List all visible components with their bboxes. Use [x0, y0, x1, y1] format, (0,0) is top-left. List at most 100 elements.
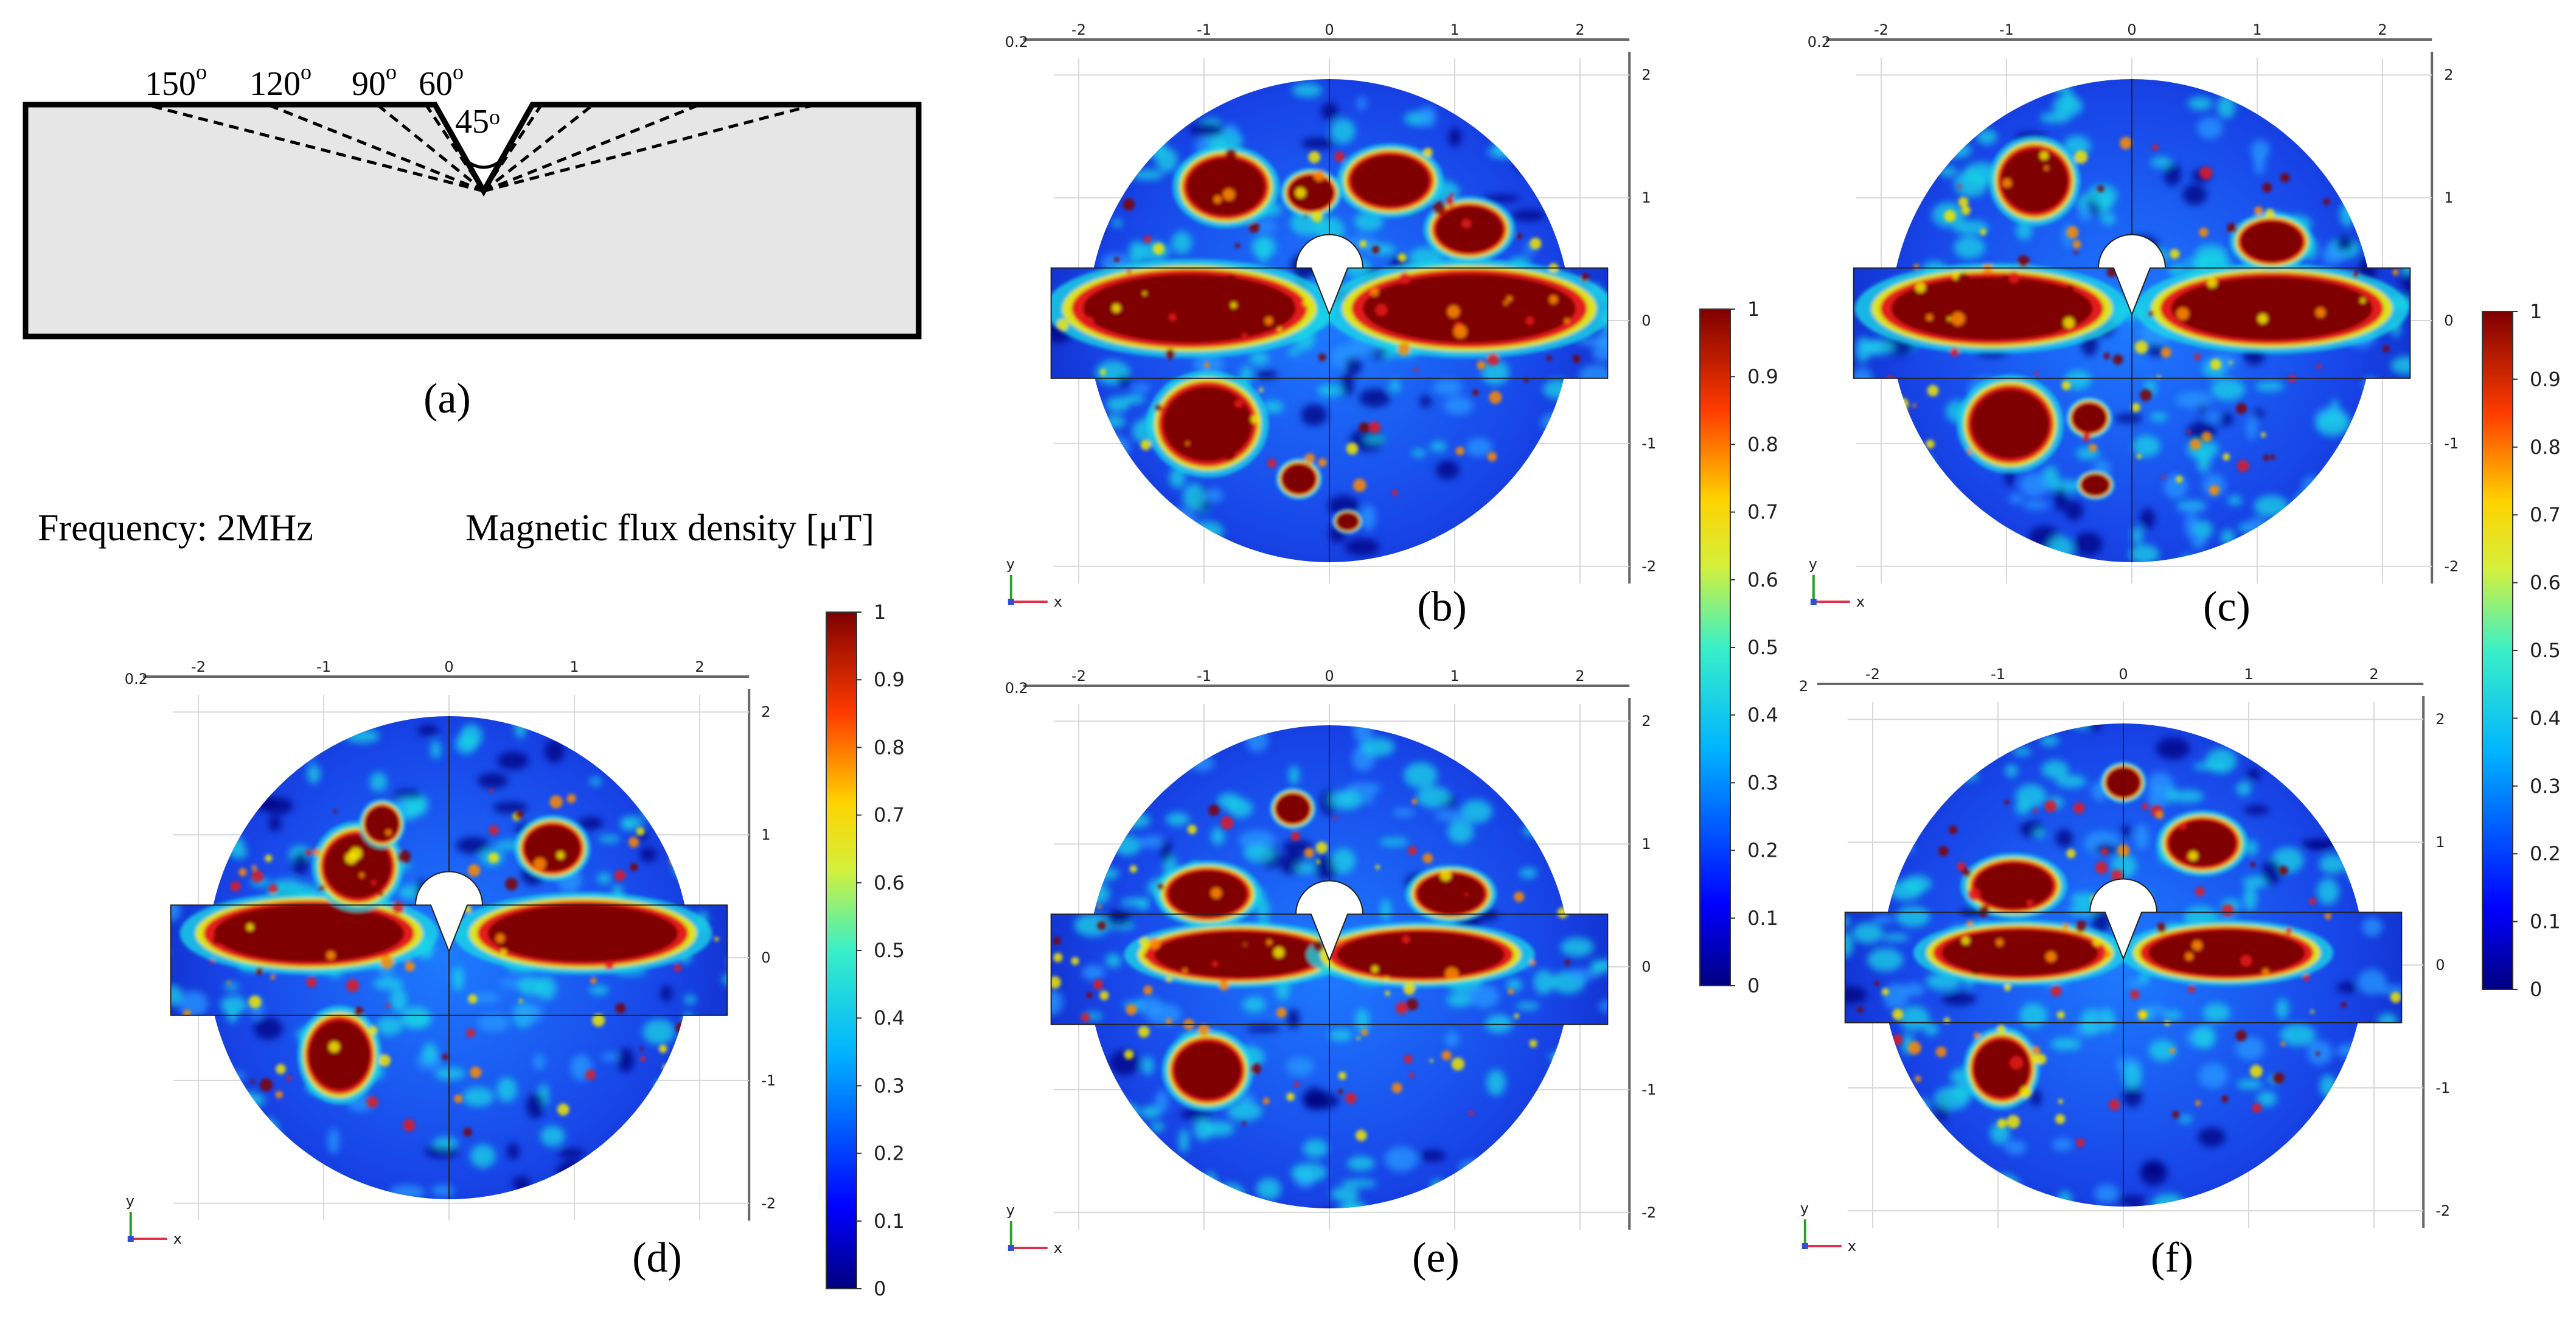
colorbar-tick-label: 0.7 — [874, 804, 905, 827]
x-tick-label: 1 — [1450, 21, 1459, 38]
x-tick-label: 1 — [1450, 667, 1459, 685]
field-hotspots — [179, 788, 719, 1137]
field-map — [1051, 79, 1608, 562]
notch-cutout — [2097, 234, 2167, 316]
y-tick-label: 0 — [761, 949, 770, 966]
y-tick-label: 1 — [2444, 189, 2453, 206]
colorbar-tick-label: 0 — [2530, 978, 2542, 1001]
y-tick-label: -2 — [1641, 1204, 1656, 1221]
colorbar-tick-label: 0 — [874, 1277, 886, 1300]
x-tick-label: 0 — [444, 658, 453, 675]
colorbar-tick-label: 0.5 — [1747, 636, 1778, 659]
colorbar-tick-label: 0.3 — [1747, 771, 1778, 794]
colorbar-tick-label: 0 — [1747, 974, 1760, 997]
x-tick-label: -2 — [1874, 21, 1888, 38]
colorbar-tick-label: 1 — [1747, 298, 1760, 321]
y-axis-label: y — [1809, 556, 1817, 573]
y-tick-label: -2 — [2444, 558, 2459, 575]
y-axis-label: y — [126, 1193, 134, 1210]
x-tick-label: -1 — [1999, 21, 2014, 38]
x-tick-label: -1 — [316, 658, 331, 675]
colorbar-tick-label: 0.9 — [2530, 368, 2561, 391]
colorbar-gradient — [2482, 311, 2513, 990]
x-tick-label: -2 — [1865, 666, 1880, 683]
y-tick-label: 1 — [1641, 189, 1651, 206]
notch-angle-arc — [466, 159, 501, 169]
x-tick-label: 1 — [2244, 666, 2253, 683]
y-tick-label: -1 — [1641, 435, 1656, 452]
y-axis-label: y — [1006, 1202, 1015, 1219]
x-tick-label: 2 — [695, 658, 704, 675]
angle-label-150: 150o — [145, 60, 207, 103]
y-tick-label: -2 — [761, 1195, 776, 1212]
axis-triad: yx — [1006, 556, 1062, 610]
colorbar-tick-label: 1 — [874, 601, 886, 624]
y-tick-label: 1 — [761, 826, 770, 843]
colorbar-tick-label: 0.3 — [2530, 775, 2561, 798]
colorbar-tick-label: 0.3 — [874, 1074, 905, 1097]
panel-label: (d) — [632, 1235, 682, 1281]
x-tick-label: 0 — [1325, 21, 1334, 38]
colorbar-tick-label: 0.9 — [874, 668, 905, 691]
x-tick-label: -2 — [1071, 667, 1086, 685]
steel-block — [23, 102, 922, 340]
y-axis-label: y — [1006, 556, 1015, 573]
x-tick-label: 0 — [1325, 667, 1334, 685]
colorbar-tick-label: 0.6 — [1747, 568, 1778, 591]
x-tick-label: 2 — [1575, 21, 1584, 38]
colorbar-tick-label: 0.2 — [2530, 842, 2561, 865]
colorbar-tick-label: 0.7 — [2530, 503, 2561, 526]
y-tick-label: -1 — [1641, 1081, 1656, 1098]
colorbar-gradient — [1699, 308, 1731, 986]
angle-lines — [145, 103, 816, 193]
y-tick-label: 2 — [1641, 713, 1651, 730]
colorbar-tick-label: 0.5 — [2530, 639, 2561, 662]
frequency-caption: Frequency: 2MHz — [38, 507, 313, 549]
x-tick-label: 2 — [1575, 667, 1584, 685]
x-tick-label: 0 — [2118, 666, 2128, 683]
field-hotspots — [1855, 135, 2409, 500]
y-tick-label: 2 — [1641, 66, 1651, 83]
y-tick-label: -1 — [2435, 1079, 2450, 1096]
colorbar-gradient — [826, 611, 857, 1289]
y-tick-label: 1 — [2435, 834, 2445, 851]
x-axis-label: x — [1856, 593, 1865, 610]
x-tick-label: -1 — [1197, 21, 1211, 38]
corner-value: 0.2 — [1808, 33, 1831, 51]
axis-triad: yx — [126, 1193, 182, 1247]
x-tick-label: 0 — [2127, 21, 2136, 38]
x-tick-label: -1 — [1197, 667, 1211, 685]
angle-label-60: 60o — [419, 60, 464, 103]
quantity-caption: Magnetic flux density [μT] — [465, 507, 874, 549]
corner-value: 0.2 — [1005, 33, 1028, 51]
colorbar-tick-label: 0.1 — [1747, 907, 1778, 930]
y-tick-label: -1 — [2444, 435, 2459, 452]
axis-triad: yx — [1809, 556, 1865, 610]
panel-label: (f) — [2151, 1235, 2193, 1281]
angle-label-90: 90o — [352, 60, 397, 103]
panel-label: (e) — [1412, 1235, 1460, 1281]
x-tick-label: -1 — [1991, 666, 2005, 683]
x-tick-label: -2 — [191, 658, 206, 675]
x-tick-label: 2 — [2378, 21, 2387, 38]
colorbar-left: 1 0.9 0.8 0.7 0.6 0.5 0.4 0.3 0.2 0.1 0 — [1699, 298, 1778, 997]
axis-triad: yx — [1800, 1200, 1856, 1255]
field-hotspots — [1857, 762, 2401, 1148]
axis-triad: yx — [1006, 1202, 1062, 1256]
x-axis-label: x — [1054, 1239, 1062, 1256]
panel-label-a: (a) — [423, 375, 471, 422]
y-tick-label: -2 — [1641, 558, 1656, 575]
x-tick-label: -2 — [1071, 21, 1086, 38]
colorbar-tick-label: 0.6 — [2530, 571, 2561, 594]
corner-value: 0.2 — [1005, 680, 1028, 697]
field-hotspots — [1051, 144, 1608, 534]
notch-cutout — [414, 871, 484, 953]
y-tick-label: 0 — [1641, 958, 1651, 975]
x-axis-label: x — [1848, 1238, 1856, 1255]
colorbar-tick-label: 0.4 — [2530, 706, 2561, 730]
colorbar-tick-label: 0.8 — [1747, 433, 1778, 456]
